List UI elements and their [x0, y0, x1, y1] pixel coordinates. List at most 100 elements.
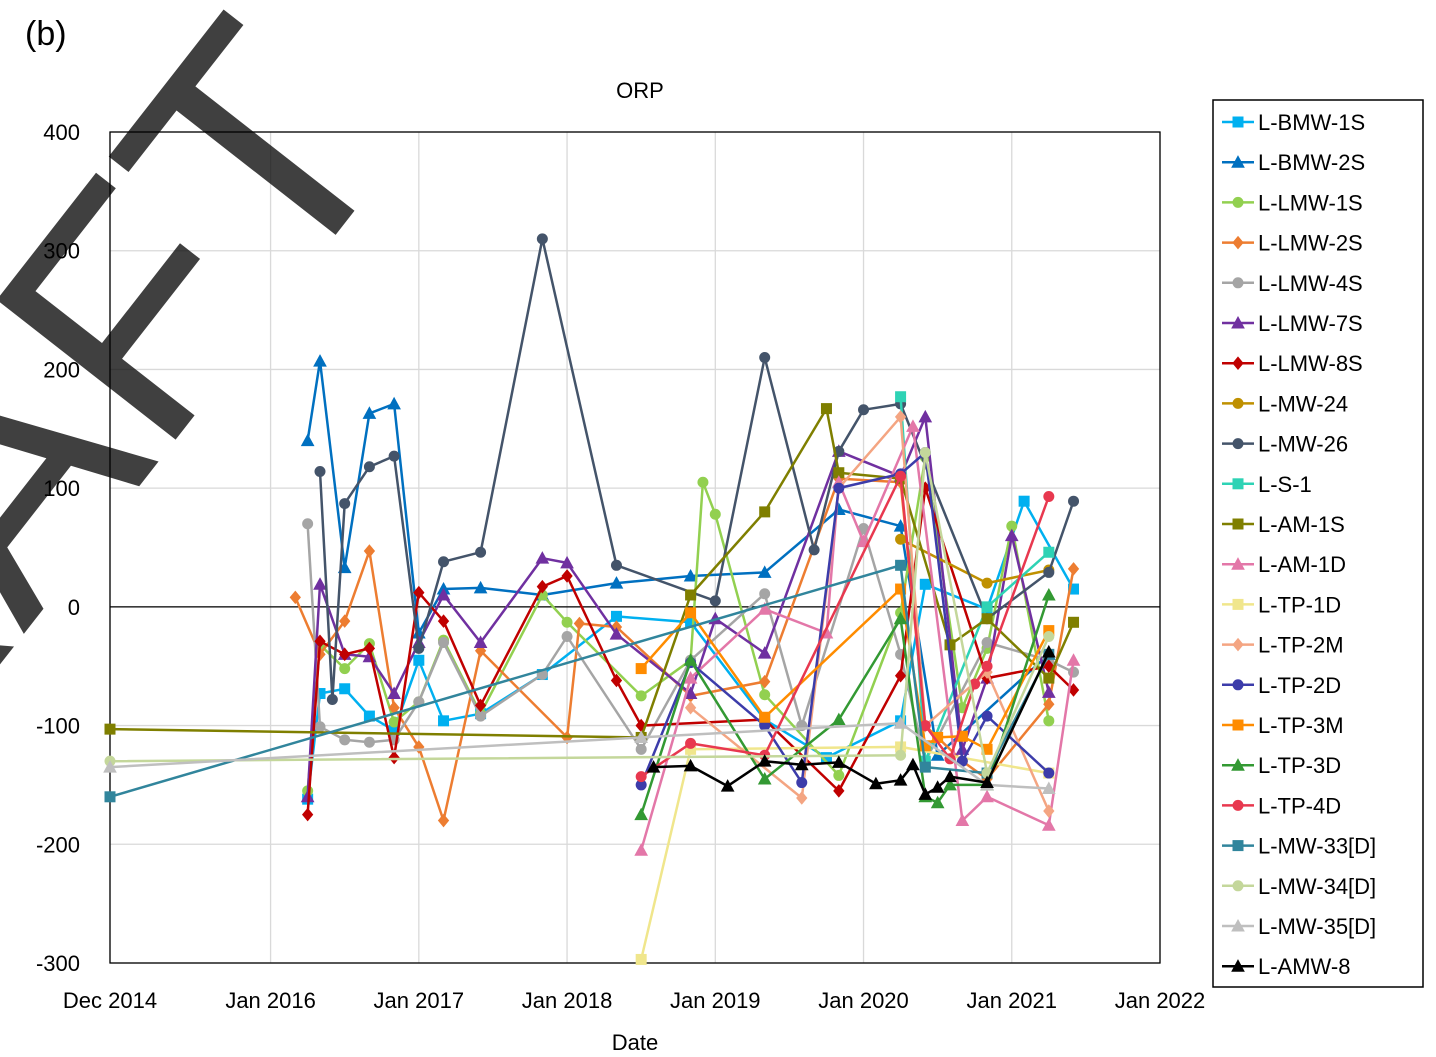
marker: [831, 755, 846, 768]
marker: [438, 556, 450, 568]
marker: [895, 583, 907, 595]
marker: [1043, 767, 1055, 779]
marker: [1041, 685, 1056, 698]
marker: [981, 636, 993, 648]
marker: [1041, 818, 1056, 831]
marker: [906, 419, 920, 432]
series-line: [639, 745, 1050, 960]
legend-marker: [1232, 478, 1244, 490]
marker: [634, 807, 649, 821]
x-tick-label: Jan 2021: [966, 988, 1057, 1013]
marker: [808, 544, 820, 556]
marker: [759, 674, 771, 689]
marker: [757, 602, 772, 615]
marker: [895, 749, 907, 761]
marker: [1043, 659, 1055, 673]
legend-marker: [1231, 918, 1245, 932]
marker: [313, 577, 327, 590]
legend-marker: [1232, 397, 1244, 409]
marker: [796, 791, 808, 805]
legend-marker: [1232, 356, 1244, 370]
legend-marker: [1232, 719, 1244, 731]
marker: [610, 559, 622, 571]
marker: [685, 589, 697, 601]
marker: [893, 519, 908, 532]
marker: [895, 470, 907, 482]
marker: [918, 787, 933, 800]
marker: [919, 578, 931, 590]
y-tick-label: 100: [43, 476, 80, 501]
legend-marker: [1232, 598, 1244, 610]
marker: [1068, 583, 1080, 595]
marker: [893, 611, 908, 625]
marker: [980, 775, 994, 789]
marker: [561, 616, 573, 628]
y-tick-label: -300: [36, 951, 80, 976]
y-tick-label: -100: [36, 714, 80, 739]
x-axis-title: Date: [612, 1030, 658, 1055]
marker: [1068, 616, 1080, 628]
marker: [646, 760, 661, 773]
marker: [573, 616, 586, 631]
marker: [894, 410, 907, 424]
legend-label: L-MW-33[D]: [1258, 834, 1376, 859]
marker: [685, 607, 697, 619]
marker: [314, 466, 326, 478]
y-tick-label: -200: [36, 832, 80, 857]
marker: [609, 627, 624, 640]
marker: [536, 579, 549, 594]
marker: [103, 760, 117, 773]
legend-label: L-BMW-2S: [1258, 150, 1365, 175]
marker: [895, 559, 907, 571]
marker: [1043, 804, 1055, 818]
marker: [1004, 528, 1019, 542]
chart-title: ORP: [616, 78, 664, 103]
marker: [1068, 495, 1080, 507]
marker: [438, 636, 450, 648]
legend-label: L-MW-34[D]: [1258, 874, 1376, 899]
legend-label: L-TP-2M: [1258, 633, 1344, 658]
marker: [918, 409, 933, 423]
legend-label: L-MW-35[D]: [1258, 914, 1376, 939]
marker: [833, 482, 845, 494]
marker: [339, 614, 351, 628]
series-line: [294, 477, 1075, 822]
marker: [635, 743, 647, 755]
marker: [820, 403, 832, 415]
marker: [609, 576, 624, 589]
series-line: [640, 475, 1050, 778]
legend-marker: [1232, 880, 1244, 892]
y-tick-label: 400: [43, 120, 80, 145]
marker: [300, 433, 315, 447]
marker: [436, 587, 451, 601]
legend-label: L-MW-26: [1258, 432, 1348, 457]
marker: [475, 710, 487, 722]
marker: [683, 568, 698, 582]
marker: [833, 769, 845, 781]
marker: [387, 396, 401, 410]
legend-marker: [1232, 116, 1244, 128]
marker: [610, 610, 622, 622]
legend-label: L-LMW-4S: [1258, 271, 1363, 296]
marker: [869, 776, 883, 790]
marker: [1018, 495, 1030, 507]
legend-marker: [1232, 518, 1244, 530]
legend-label: L-TP-2D: [1258, 673, 1341, 698]
x-tick-label: Jan 2019: [670, 988, 761, 1013]
marker: [894, 668, 907, 683]
marker: [474, 698, 487, 713]
marker: [893, 773, 908, 786]
legend-marker: [1232, 235, 1244, 250]
marker: [683, 758, 698, 772]
marker: [635, 953, 647, 965]
legend-label: L-TP-4D: [1258, 793, 1341, 818]
marker: [759, 711, 771, 723]
marker: [709, 508, 721, 520]
marker: [473, 580, 488, 594]
marker: [339, 663, 351, 675]
marker: [326, 693, 338, 705]
marker: [610, 673, 623, 688]
marker: [919, 447, 931, 459]
marker: [709, 595, 721, 607]
legend-box: [1212, 99, 1424, 988]
